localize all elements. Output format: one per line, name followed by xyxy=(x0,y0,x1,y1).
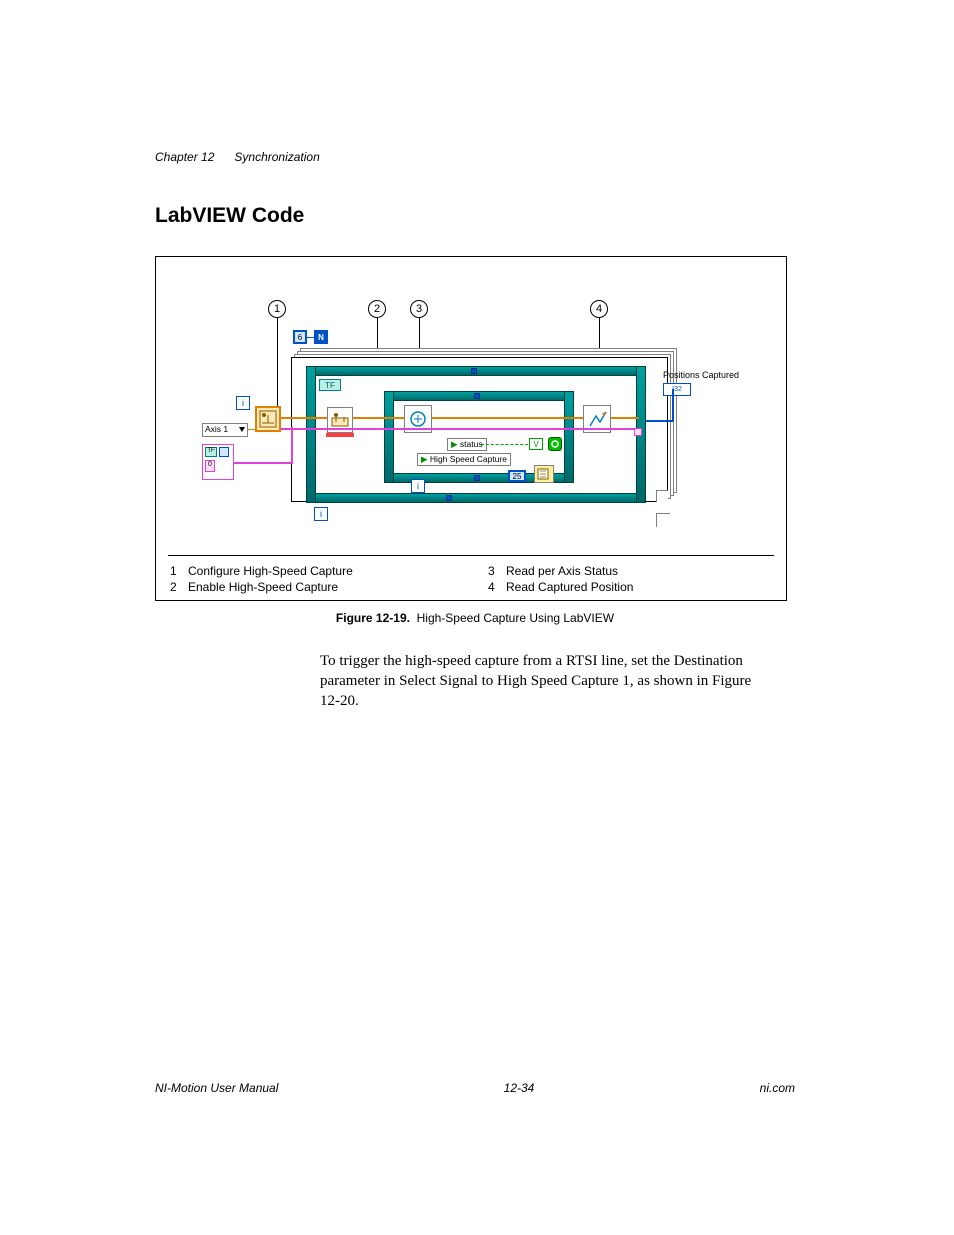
section-title: LabVIEW Code xyxy=(155,204,795,228)
error-tunnel xyxy=(634,428,642,436)
wire-en-read xyxy=(353,417,404,419)
callout-3: 3 xyxy=(410,300,428,318)
callout-1: 1 xyxy=(268,300,286,318)
error-wire-1v xyxy=(291,427,293,464)
tunnel-dot xyxy=(474,475,480,481)
error-cluster: TF 0 xyxy=(202,444,234,480)
footer-center: 12-34 xyxy=(504,1081,535,1095)
legend-rule xyxy=(168,555,774,556)
legend-item: 2Enable High-Speed Capture xyxy=(170,579,353,595)
chapter-title: Synchronization xyxy=(234,150,319,164)
n-terminal: N xyxy=(314,330,328,344)
positions-captured-indicator: I32 xyxy=(663,383,691,396)
positions-captured-label: Positions Captured xyxy=(663,370,739,380)
legend-item: 4Read Captured Position xyxy=(488,579,633,595)
outer-i-terminal: i xyxy=(314,507,328,521)
body-paragraph: To trigger the high-speed capture from a… xyxy=(320,651,760,711)
axis-control[interactable]: Axis 1 xyxy=(202,423,248,437)
wire-cfg-en xyxy=(281,417,327,419)
footer-left: NI-Motion User Manual xyxy=(155,1081,278,1095)
page-footer: NI-Motion User Manual 12-34 ni.com xyxy=(155,1081,795,1095)
legend-item: 1Configure High-Speed Capture xyxy=(170,563,353,579)
six-constant: 6 xyxy=(293,330,307,344)
array-index-icon: i xyxy=(236,396,250,410)
chapter-header: Chapter 12 Synchronization xyxy=(155,150,795,164)
legend-col-2: 3Read per Axis Status 4Read Captured Pos… xyxy=(488,563,633,595)
page-corner-icon xyxy=(656,513,670,527)
configure-hsc-vi xyxy=(255,406,281,432)
wire-axis-cfg xyxy=(248,429,256,430)
legend-col-1: 1Configure High-Speed Capture 2Enable Hi… xyxy=(170,563,353,595)
error-wire-1 xyxy=(234,462,292,464)
green-wire-status xyxy=(481,444,533,445)
callout-2: 2 xyxy=(368,300,386,318)
rail-right-inner xyxy=(564,391,574,483)
labview-diagram: 1 2 3 4 6 N xyxy=(156,257,786,547)
wait-const-25: 25 xyxy=(508,470,526,482)
rail-bot-outer xyxy=(306,493,646,503)
figure-caption: Figure 12-19. High-Speed Capture Using L… xyxy=(155,611,795,625)
wire-to-output-h xyxy=(646,420,674,422)
legend-item: 3Read per Axis Status xyxy=(488,563,633,579)
inner-i-terminal: i xyxy=(411,479,425,493)
tf-indicator: TF xyxy=(319,379,341,391)
tunnel-dot xyxy=(474,393,480,399)
footer-right: ni.com xyxy=(760,1081,795,1095)
chapter-num: Chapter 12 xyxy=(155,150,214,164)
error-wire-h xyxy=(281,428,635,430)
rail-left-inner xyxy=(384,391,394,483)
or-node: V xyxy=(529,438,543,450)
callout-4: 4 xyxy=(590,300,608,318)
tunnel-dot xyxy=(471,368,477,374)
callout-line-1 xyxy=(277,318,278,408)
figure-box: 1 2 3 4 6 N xyxy=(155,256,787,601)
loop-condition-icon xyxy=(548,437,562,451)
wire-to-output-v xyxy=(672,389,674,422)
wait-vi xyxy=(534,465,554,483)
hsc-label: ▶ High Speed Capture xyxy=(417,453,511,466)
wire-read-pos xyxy=(432,417,583,419)
enable-vi-base xyxy=(326,433,354,437)
tunnel-dot xyxy=(446,495,452,501)
rail-left-outer xyxy=(306,366,316,503)
wire-pos-out xyxy=(611,417,639,419)
